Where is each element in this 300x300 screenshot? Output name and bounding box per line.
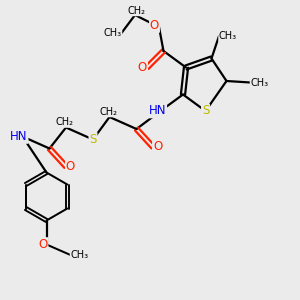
Text: CH₃: CH₃ bbox=[250, 77, 268, 88]
Text: CH₃: CH₃ bbox=[103, 28, 122, 38]
Text: O: O bbox=[66, 160, 75, 173]
Text: O: O bbox=[38, 238, 47, 251]
Text: S: S bbox=[202, 104, 209, 118]
Text: CH₂: CH₂ bbox=[128, 5, 146, 16]
Text: CH₃: CH₃ bbox=[70, 250, 88, 260]
Text: S: S bbox=[89, 133, 97, 146]
Text: CH₃: CH₃ bbox=[219, 31, 237, 41]
Text: O: O bbox=[138, 61, 147, 74]
Text: HN: HN bbox=[10, 130, 28, 143]
Text: HN: HN bbox=[149, 104, 166, 118]
Text: O: O bbox=[150, 19, 159, 32]
Text: CH₂: CH₂ bbox=[99, 106, 117, 117]
Text: CH₂: CH₂ bbox=[56, 117, 74, 127]
Text: O: O bbox=[153, 140, 162, 154]
